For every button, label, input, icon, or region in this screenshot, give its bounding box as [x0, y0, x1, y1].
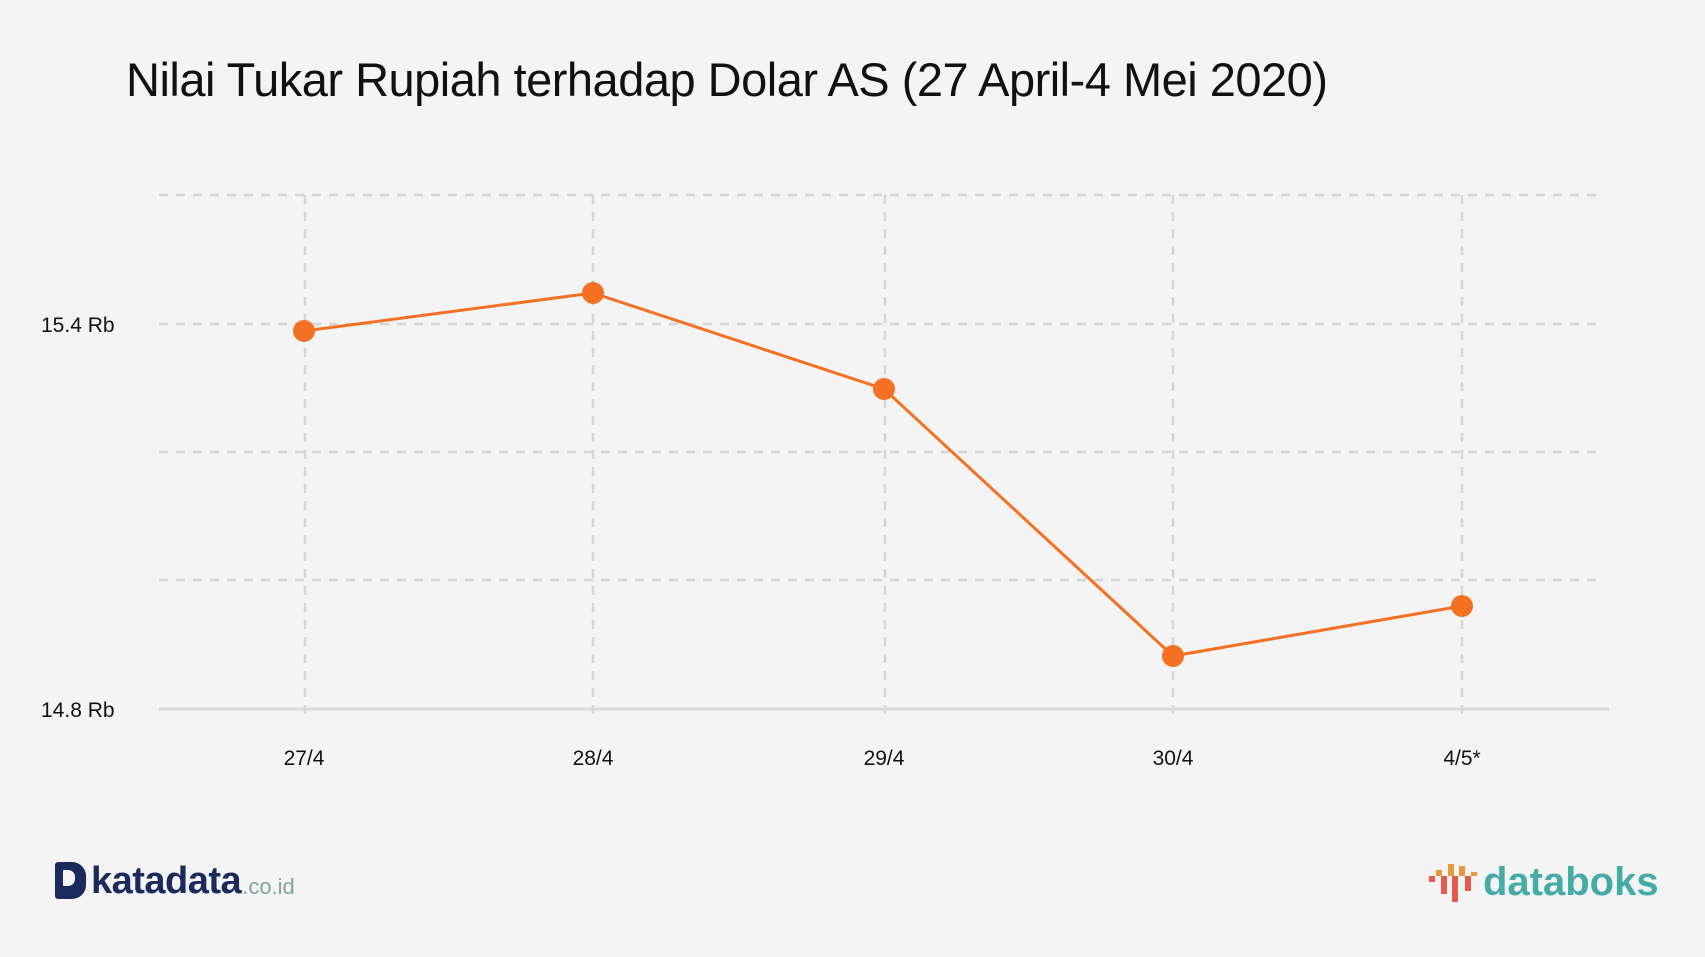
series-line — [303, 291, 1463, 658]
x-tick-label: 28/4 — [573, 747, 614, 770]
databoks-wordmark: databoks — [1483, 860, 1659, 904]
katadata-logo: katadata .co.id — [55, 860, 295, 902]
y-tick-label: 15.4 Rb — [41, 314, 115, 337]
katadata-d-icon — [55, 862, 86, 899]
databoks-logo: databoks — [1429, 860, 1659, 905]
data-point[interactable] — [293, 320, 315, 342]
horizontal-gridlines — [159, 193, 1603, 582]
x-tick-label: 30/4 — [1153, 747, 1194, 770]
data-point[interactable] — [1451, 595, 1473, 617]
data-point[interactable] — [1162, 645, 1184, 667]
series-points — [293, 282, 1473, 667]
katadata-domain: .co.id — [242, 874, 295, 899]
x-tick-label: 4/5* — [1443, 747, 1480, 770]
databoks-bars-icon — [1429, 861, 1477, 905]
vertical-gridlines — [303, 195, 1464, 722]
data-point[interactable] — [582, 282, 604, 304]
katadata-wordmark: katadata — [91, 860, 242, 902]
chart-title: Nilai Tukar Rupiah terhadap Dolar AS (27… — [126, 53, 1328, 106]
data-point[interactable] — [873, 378, 895, 400]
y-tick-label: 14.8 Rb — [41, 699, 115, 722]
x-tick-label: 29/4 — [864, 747, 905, 770]
x-tick-label: 27/4 — [284, 747, 325, 770]
